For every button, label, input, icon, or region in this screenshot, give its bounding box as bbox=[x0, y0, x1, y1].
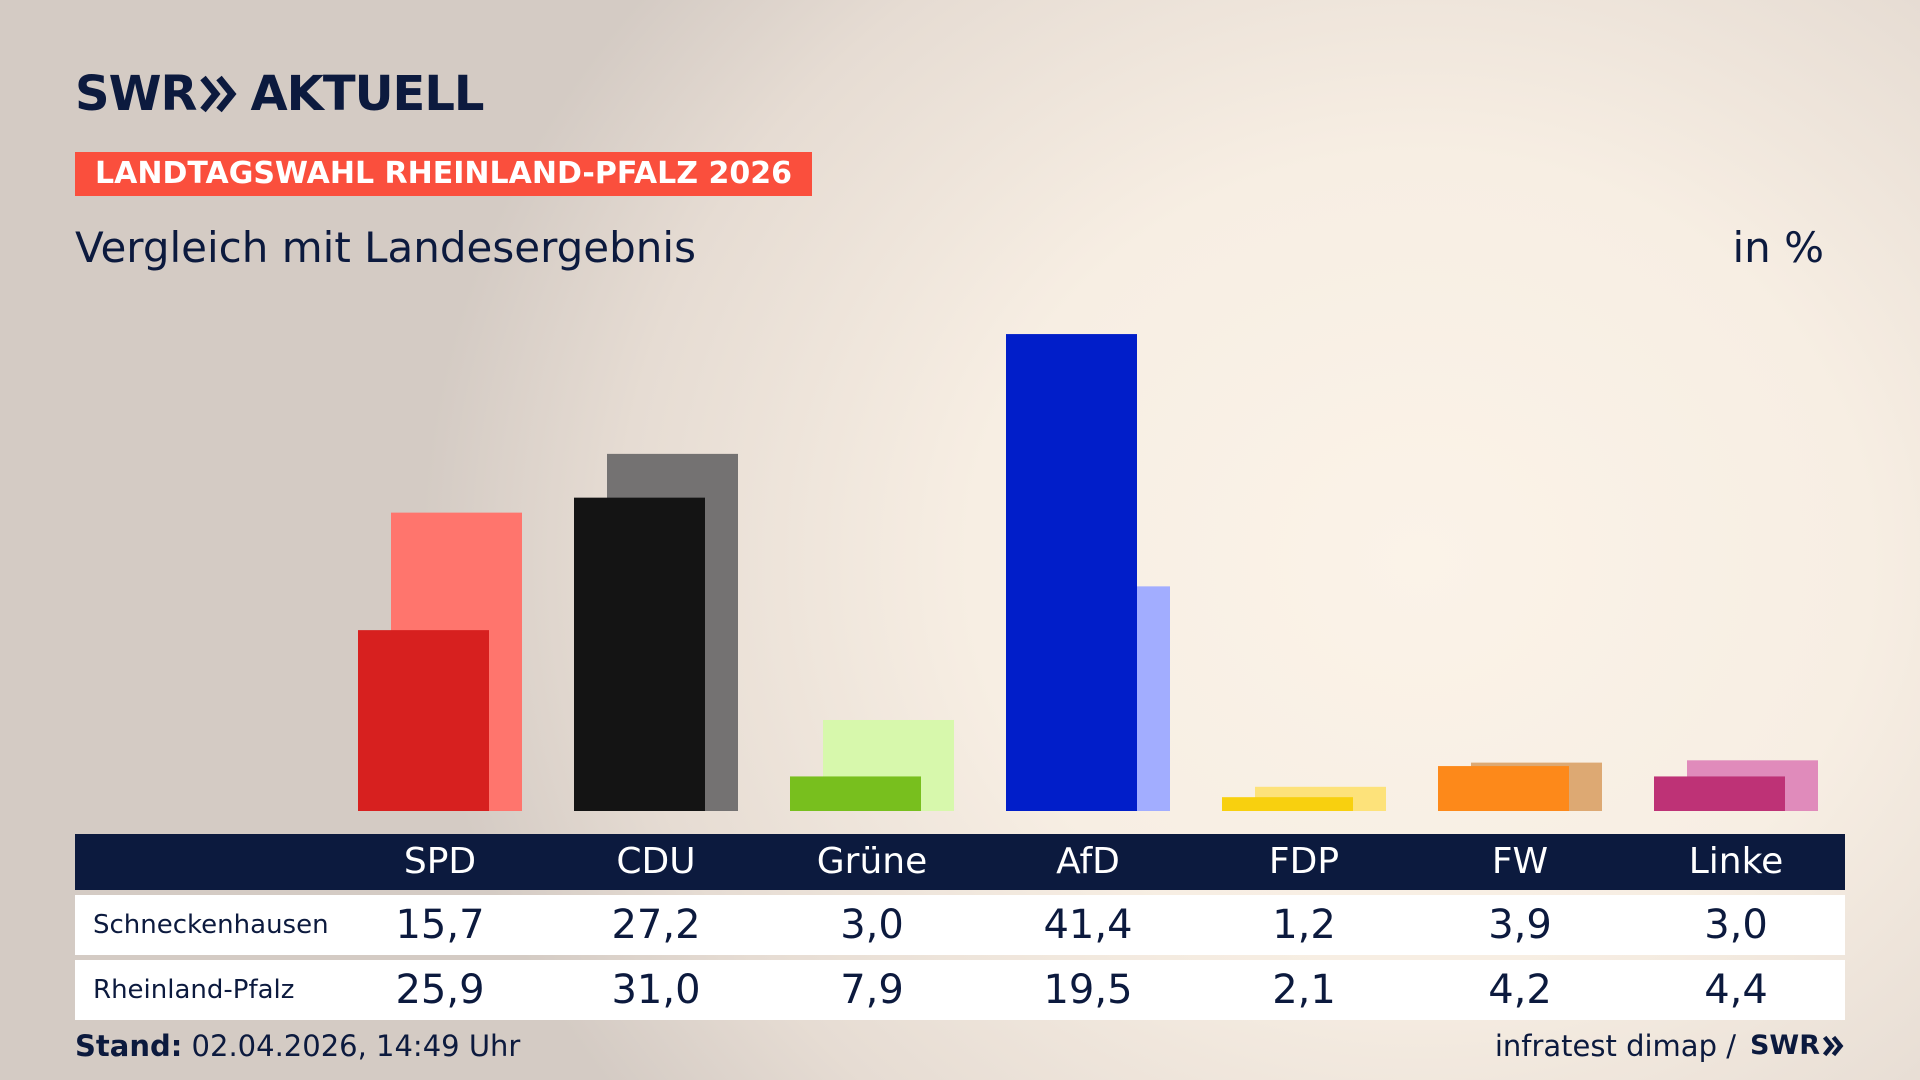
swr-aktuell-logo: SWR AKTUELL bbox=[75, 64, 485, 124]
bar-chart bbox=[358, 334, 1818, 811]
logo-swr-text: SWR bbox=[75, 66, 197, 122]
footer-swr-logo: SWR bbox=[1750, 1028, 1845, 1064]
value-cell: 4,2 bbox=[1488, 967, 1552, 1013]
value-cell: 41,4 bbox=[1043, 902, 1133, 948]
table-row: Schneckenhausen 15,7 27,2 3,0 41,4 1,2 3,9 3,0 bbox=[75, 895, 1845, 955]
bar-local-1 bbox=[574, 497, 705, 811]
party-label: Grüne bbox=[816, 841, 928, 882]
double-chevron-right-icon bbox=[1823, 1035, 1844, 1057]
value-cell: 15,7 bbox=[395, 902, 485, 948]
source-credit: infratest dimap / SWR bbox=[1495, 1028, 1845, 1064]
results-table: SPD CDU Grüne AfD FDP FW Linke Schneckenhausen… bbox=[75, 834, 1845, 1020]
unit-label: in % bbox=[1732, 223, 1824, 272]
value-cell: 3,0 bbox=[840, 902, 904, 948]
value-cell: 2,1 bbox=[1272, 967, 1336, 1013]
party-label: Linke bbox=[1688, 841, 1784, 882]
logo-aktuell-text: AKTUELL bbox=[250, 66, 484, 122]
bar-local-2 bbox=[790, 776, 921, 811]
election-badge: LANDTAGSWAHL RHEINLAND-PFALZ 2026 bbox=[75, 152, 812, 196]
value-cell: 19,5 bbox=[1043, 967, 1133, 1013]
bar-local-0 bbox=[358, 630, 489, 811]
bar-local-4 bbox=[1222, 797, 1353, 811]
party-label: FW bbox=[1491, 841, 1549, 882]
party-label: AfD bbox=[1056, 841, 1120, 882]
value-cell: 4,4 bbox=[1704, 967, 1768, 1013]
value-cell: 3,9 bbox=[1488, 902, 1552, 948]
timestamp: Stand: 02.04.2026, 14:49 Uhr bbox=[75, 1028, 520, 1064]
party-label: SPD bbox=[403, 841, 477, 882]
value-cell: 27,2 bbox=[611, 902, 701, 948]
table-header-row: SPD CDU Grüne AfD FDP FW Linke bbox=[75, 834, 1845, 890]
footer-logo-text: SWR bbox=[1749, 1030, 1820, 1061]
bar-local-5 bbox=[1438, 766, 1569, 811]
value-cell: 7,9 bbox=[840, 967, 904, 1013]
row-label-local: Schneckenhausen bbox=[93, 910, 329, 940]
stand-label: Stand: bbox=[75, 1029, 183, 1063]
stand-value: 02.04.2026, 14:49 Uhr bbox=[191, 1029, 521, 1063]
chart-subtitle: Vergleich mit Landesergebnis bbox=[75, 223, 696, 272]
table-row: Rheinland-Pfalz 25,9 31,0 7,9 19,5 2,1 4,2 4,4 bbox=[75, 960, 1845, 1020]
bar-local-3 bbox=[1006, 334, 1137, 811]
party-label: FDP bbox=[1268, 841, 1340, 882]
bar-local-6 bbox=[1654, 776, 1785, 811]
value-cell: 1,2 bbox=[1272, 902, 1336, 948]
value-cell: 31,0 bbox=[611, 967, 701, 1013]
row-label-state: Rheinland-Pfalz bbox=[93, 975, 295, 1005]
double-chevron-right-icon bbox=[200, 75, 237, 113]
value-cell: 25,9 bbox=[395, 967, 485, 1013]
party-label: CDU bbox=[616, 841, 696, 882]
value-cell: 3,0 bbox=[1704, 902, 1768, 948]
source-text: infratest dimap / bbox=[1494, 1029, 1736, 1063]
